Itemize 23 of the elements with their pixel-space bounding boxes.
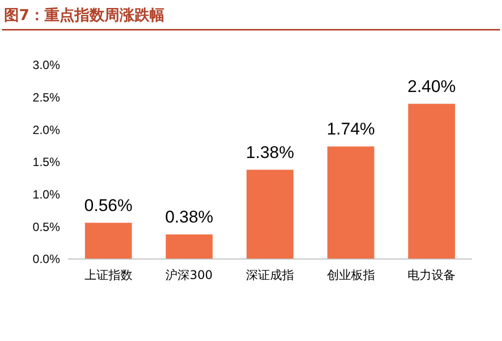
bar [327,146,374,259]
y-tick-label: 1.5% [32,155,60,170]
bar [408,104,456,259]
x-tick-label: 沪深300 [166,268,213,282]
y-tick-label: 3.0% [32,58,60,72]
x-tick-label: 上证指数 [84,268,132,282]
x-tick-label: 创业板指 [326,268,375,282]
y-tick-label: 0.0% [32,252,60,266]
y-tick-label: 2.5% [32,90,60,105]
bar [166,234,213,259]
data-label: 1.38% [246,142,294,162]
bar [84,222,132,259]
data-label: 2.40% [408,76,456,96]
y-tick-label: 1.0% [32,188,60,202]
y-tick-label: 2.0% [32,122,60,137]
data-label: 0.56% [84,196,132,215]
chart-title: 图7：重点指数周涨跌幅 [4,6,164,24]
bar [246,170,294,259]
data-label: 1.74% [326,119,375,138]
y-tick-label: 0.5% [32,220,60,234]
x-tick-label: 深证成指 [246,268,294,282]
x-tick-label: 电力设备 [408,268,456,282]
data-label: 0.38% [165,207,214,226]
